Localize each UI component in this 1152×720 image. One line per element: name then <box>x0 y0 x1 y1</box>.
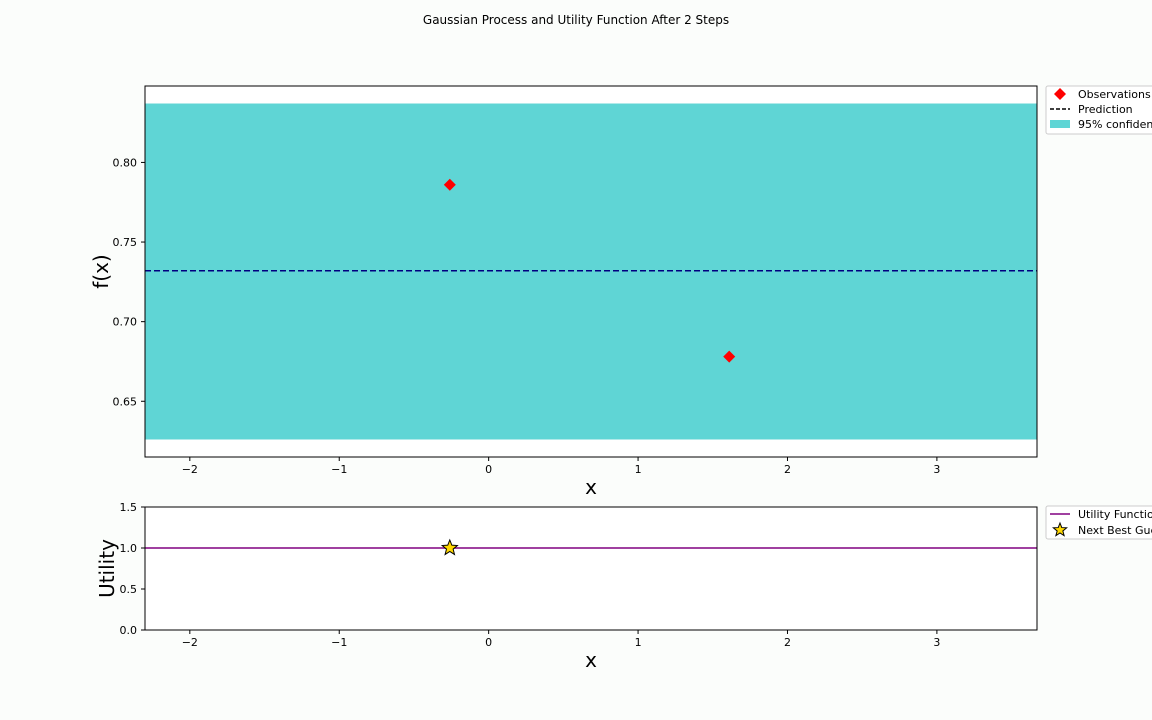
gp-x-axis-label: x <box>585 475 597 499</box>
gp-plot-frame <box>144 85 1038 458</box>
utility-panel: −2 −1 0 1 2 3 0.0 0.5 1.0 1.5 x Utility Utility … <box>95 501 1152 672</box>
utility-plot-frame <box>144 506 1038 631</box>
utility-x-axis-label: x <box>585 648 597 672</box>
gp-x-tick-label: 2 <box>784 463 791 476</box>
gp-y-tick-label: 0.65 <box>113 395 138 408</box>
figure-title: Gaussian Process and Utility Function Af… <box>423 13 729 27</box>
gp-y-axis-label: f(x) <box>89 254 113 288</box>
confidence-band <box>145 103 1037 440</box>
gp-panel: −2 −1 0 1 2 3 0.65 0.70 0.75 0.80 x f(x) Observa… <box>89 85 1152 499</box>
legend-confidence-label: 95% confidence interval <box>1078 118 1152 131</box>
gp-y-tick-label: 0.80 <box>113 156 138 169</box>
ut-y-tick-label: 0.5 <box>120 583 138 596</box>
gp-legend-box <box>1045 85 1152 135</box>
observation-point <box>443 178 456 191</box>
legend-observations-marker <box>1054 88 1066 100</box>
legend-next-best-guess-marker <box>1052 521 1068 537</box>
ut-x-tick-label: −2 <box>182 636 198 649</box>
legend-observations-label: Observations <box>1078 88 1151 101</box>
gp-x-tick-label: 3 <box>933 463 940 476</box>
observation-point <box>723 350 736 363</box>
ut-y-tick-label: 0.0 <box>120 624 138 637</box>
gp-x-tick-label: 1 <box>635 463 642 476</box>
ut-x-tick-label: −1 <box>331 636 347 649</box>
legend-prediction-label: Prediction <box>1078 103 1133 116</box>
utility-y-axis-label: Utility <box>95 539 119 598</box>
legend-confidence-marker <box>1050 120 1070 128</box>
legend-next-best-guess-label: Next Best Guess <box>1078 524 1152 537</box>
utility-legend: Utility Function Next Best Guess <box>1045 505 1152 540</box>
ut-x-tick-label: 3 <box>933 636 940 649</box>
gp-x-tick-label: −1 <box>331 463 347 476</box>
ut-x-tick-label: 1 <box>635 636 642 649</box>
gp-y-tick-label: 0.75 <box>113 236 138 249</box>
ut-x-tick-label: 0 <box>485 636 492 649</box>
utility-plot-area <box>145 507 1037 630</box>
gp-y-tick-label: 0.70 <box>113 316 138 329</box>
gp-legend: Observations Prediction 95% confidence int… <box>1045 85 1152 135</box>
next-best-guess-star <box>440 538 459 556</box>
legend-utility-label: Utility Function <box>1078 508 1152 521</box>
gp-x-tick-label: −2 <box>182 463 198 476</box>
ut-x-tick-label: 2 <box>784 636 791 649</box>
ut-y-tick-label: 1.0 <box>120 542 138 555</box>
gp-x-tick-label: 0 <box>485 463 492 476</box>
utility-legend-box <box>1045 505 1152 540</box>
ut-y-tick-label: 1.5 <box>120 501 138 514</box>
